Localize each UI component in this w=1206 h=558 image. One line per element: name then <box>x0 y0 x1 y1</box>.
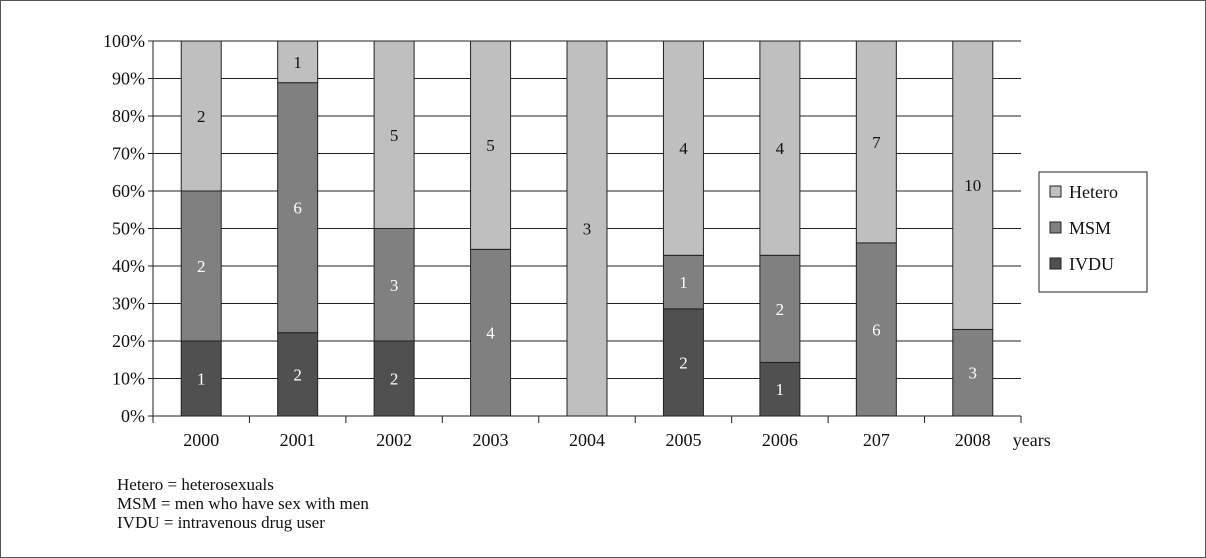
data-label-ivdu: 2 <box>390 370 399 389</box>
x-tick-label: 207 <box>863 430 890 450</box>
legend-swatch-hetero <box>1049 185 1062 198</box>
data-label-hetero: 2 <box>197 107 206 126</box>
y-tick-label: 10% <box>112 369 145 389</box>
bar-segment-hetero <box>180 40 222 192</box>
y-tick-label: 60% <box>112 181 145 201</box>
data-label-msm: 4 <box>486 324 495 343</box>
x-axis-suffix: years <box>1013 430 1051 450</box>
bar-segment-hetero <box>855 40 897 244</box>
note-ivdu: IVDU = intravenous drug user <box>117 513 325 532</box>
data-label-msm: 2 <box>776 300 785 319</box>
data-label-hetero: 7 <box>872 133 881 152</box>
data-label-hetero: 5 <box>486 136 495 155</box>
bar-segment-hetero <box>759 40 801 256</box>
x-tick-label: 2008 <box>955 430 991 450</box>
bar-segment-hetero <box>566 40 608 417</box>
y-tick-label: 30% <box>112 294 145 314</box>
data-label-msm: 1 <box>679 273 688 292</box>
y-tick-label: 90% <box>112 69 145 89</box>
legend-label-msm: MSM <box>1069 218 1111 238</box>
data-label-hetero: 4 <box>776 139 785 158</box>
x-tick-label: 2002 <box>376 430 412 450</box>
bar-segment-msm <box>662 254 704 310</box>
data-label-hetero: 4 <box>679 139 688 158</box>
data-label-hetero: 1 <box>293 53 302 72</box>
data-label-msm: 6 <box>293 199 302 218</box>
legend-swatch-ivdu <box>1049 257 1062 270</box>
y-tick-label: 50% <box>112 219 145 239</box>
x-tick-label: 2001 <box>280 430 316 450</box>
y-axis-ticks: 0% 10% 20% 30% 40% 50% 60% 70% 80% 90% 100% <box>103 31 153 426</box>
data-label-hetero: 3 <box>583 220 592 239</box>
bar-segment-msm <box>277 82 319 334</box>
data-label-msm: 6 <box>872 320 881 339</box>
bar-segment-ivdu <box>373 340 415 417</box>
bar-segment-hetero <box>952 40 994 330</box>
note-hetero: Hetero = heterosexuals <box>117 475 274 494</box>
legend-label-hetero: Hetero <box>1069 182 1118 202</box>
axes <box>152 41 1021 417</box>
data-label-hetero: 5 <box>390 126 399 145</box>
x-tick-label: 2003 <box>473 430 509 450</box>
bar-segment-hetero <box>470 40 512 250</box>
y-tick-label: 80% <box>112 106 145 126</box>
data-label-msm: 2 <box>197 257 206 276</box>
y-tick-label: 20% <box>112 331 145 351</box>
legend: Hetero MSM IVDU <box>1038 171 1148 293</box>
bar-segment-msm <box>373 228 415 342</box>
bars: 1 2 2 2 6 1 2 3 5 4 5 3 2 1 4 1 2 4 6 7 3 10 <box>180 40 994 417</box>
bar-segment-ivdu <box>180 340 222 417</box>
data-label-msm: 3 <box>390 276 399 295</box>
stacked-bar-chart: 0%10%20%30%40%50%60%70%80%90%100% 122261… <box>103 31 1148 450</box>
y-tick-label: 70% <box>112 144 145 164</box>
bar-segment-msm <box>759 254 801 363</box>
data-label-ivdu: 1 <box>776 380 785 399</box>
note-msm: MSM = men who have sex with men <box>117 494 369 513</box>
x-tick-label: 2006 <box>762 430 798 450</box>
abbreviation-notes: Hetero = heterosexuals MSM = men who hav… <box>117 475 369 532</box>
y-tick-label: 100% <box>103 31 145 51</box>
data-label-ivdu: 2 <box>679 353 688 372</box>
data-label-ivdu: 2 <box>293 365 302 384</box>
x-tick-label: 2005 <box>665 430 701 450</box>
data-label-ivdu: 1 <box>197 370 206 389</box>
bar-segment-ivdu <box>759 361 801 417</box>
bar-segment-hetero <box>662 40 704 256</box>
x-axis-ticks: 2000 2001 2002 2003 2004 2005 2006 207 2008 years <box>152 416 1051 450</box>
x-tick-label: 2000 <box>183 430 219 450</box>
data-label-msm: 3 <box>969 364 978 383</box>
legend-label-ivdu: IVDU <box>1069 254 1114 274</box>
bar-segment-hetero <box>373 40 415 229</box>
y-tick-label: 40% <box>112 256 145 276</box>
x-tick-label: 2004 <box>569 430 605 450</box>
bar-segment-msm <box>180 190 222 342</box>
legend-swatch-msm <box>1049 221 1062 234</box>
data-label-hetero: 10 <box>964 176 981 195</box>
bar-segment-hetero <box>277 40 319 84</box>
y-tick-label: 0% <box>121 406 145 426</box>
